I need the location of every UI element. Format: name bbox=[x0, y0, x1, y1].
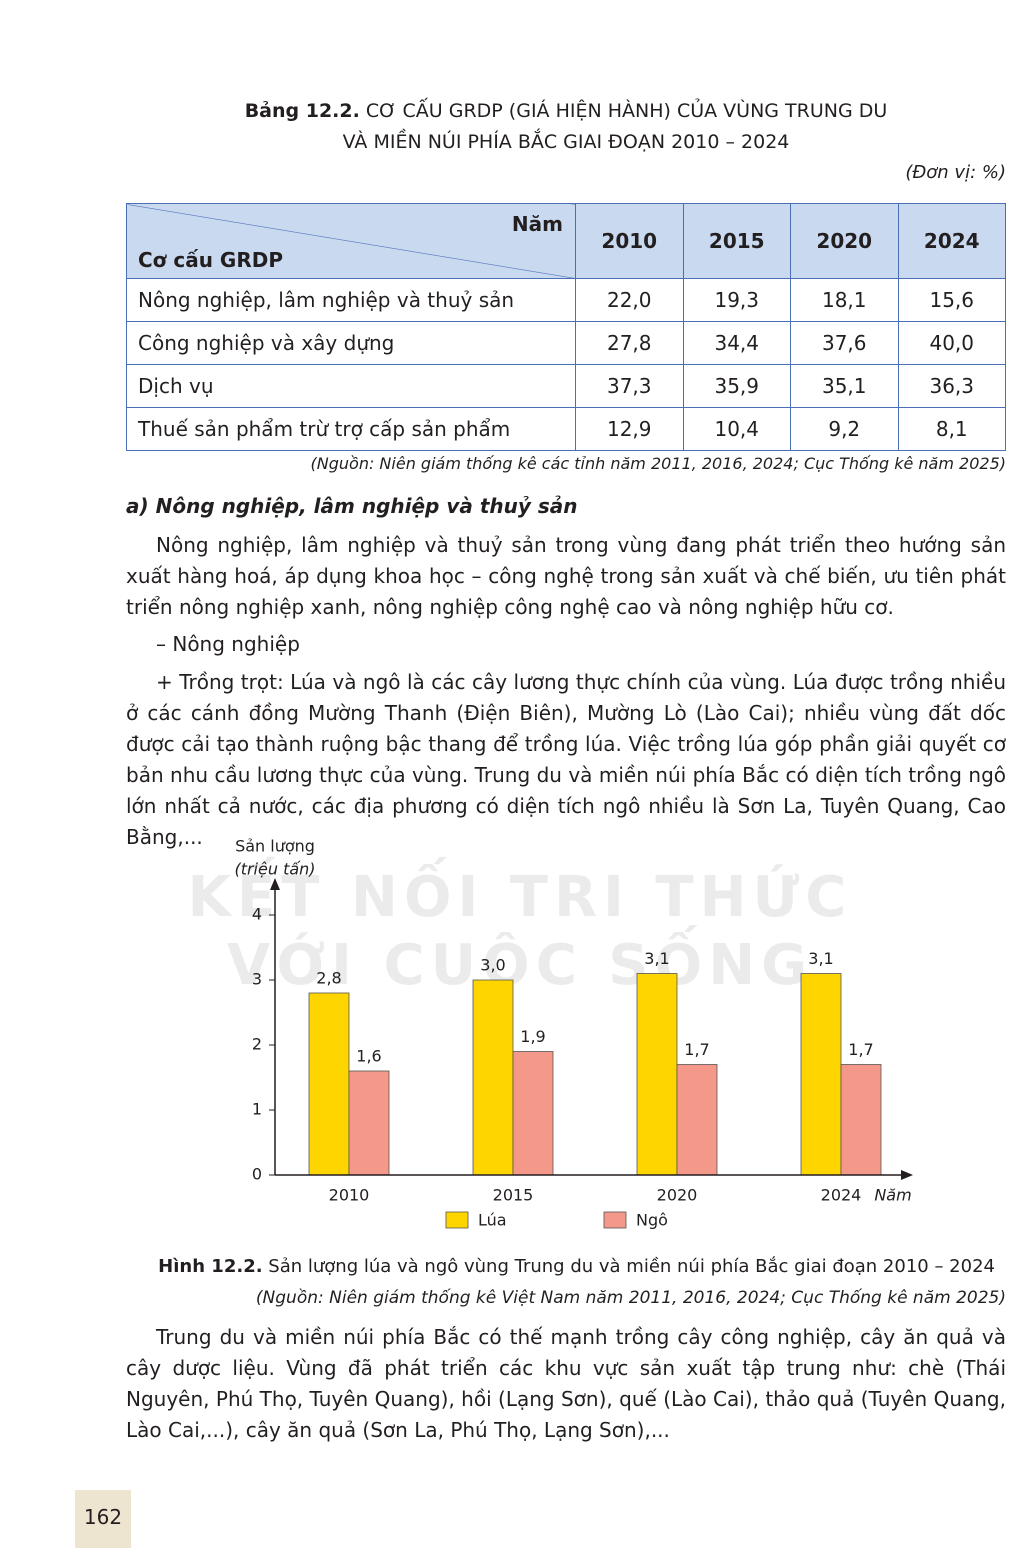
watermark: VỚI CUỘC SỐNG bbox=[226, 933, 814, 998]
value-label: 1,7 bbox=[684, 1040, 709, 1059]
bar bbox=[348, 1070, 390, 1176]
x-tick-label: 2020 bbox=[657, 1186, 698, 1205]
y-label: Sản lượng bbox=[235, 837, 315, 856]
column-header: 2020 bbox=[790, 203, 899, 279]
table-cell: 37,3 bbox=[575, 364, 684, 408]
bar bbox=[512, 1051, 554, 1176]
y-tick-label: 3 bbox=[252, 970, 262, 989]
table-cell: 22,0 bbox=[575, 278, 684, 322]
column-header: 2024 bbox=[897, 203, 1006, 279]
corner-cell: Năm Cơ cấu GRDP bbox=[126, 203, 576, 279]
column-header: 2010 bbox=[575, 203, 684, 279]
value-label: 3,1 bbox=[644, 949, 669, 968]
table-cell: 27,8 bbox=[575, 321, 684, 365]
legend-label: Ngô bbox=[636, 1211, 668, 1230]
value-label: 3,1 bbox=[808, 949, 833, 968]
row-label: Dịch vụ bbox=[126, 364, 576, 408]
y-tick-label: 0 bbox=[252, 1165, 262, 1184]
value-label: 1,9 bbox=[520, 1027, 545, 1046]
y-tick-label: 2 bbox=[252, 1035, 262, 1054]
table-source: (Nguồn: Niên giám thống kê các tỉnh năm … bbox=[310, 454, 1006, 473]
corner-bottom: Cơ cấu GRDP bbox=[138, 248, 284, 272]
table-cell: 35,1 bbox=[790, 364, 899, 408]
legend-label: Lúa bbox=[478, 1211, 507, 1230]
unit: (Đơn vị: %) bbox=[905, 162, 1006, 183]
bar bbox=[800, 973, 842, 1176]
x-tick-label: 2010 bbox=[329, 1186, 370, 1205]
table-cell: 12,9 bbox=[575, 407, 684, 451]
figure-source: (Nguồn: Niên giám thống kê Việt Nam năm … bbox=[255, 1288, 1006, 1308]
table-row: Công nghiệp và xây dựng 27,8 34,4 37,6 40,0 bbox=[126, 321, 1006, 365]
figure-label: Hình 12.2. bbox=[158, 1256, 263, 1277]
paragraph: – Nông nghiệp bbox=[156, 632, 300, 656]
table-cell: 19,3 bbox=[682, 278, 791, 322]
value-label: 2,8 bbox=[316, 969, 341, 988]
page-number: 162 bbox=[75, 1490, 131, 1548]
y-arrow bbox=[270, 878, 280, 890]
table-row: Dịch vụ 37,3 35,9 35,1 36,3 bbox=[126, 364, 1006, 408]
y-unit: (triệu tấn) bbox=[234, 860, 315, 879]
table-cell: 34,4 bbox=[682, 321, 791, 365]
table-cell: 36,3 bbox=[897, 364, 1006, 408]
paragraph: Trung du và miền núi phía Bắc có thế mạn… bbox=[126, 1325, 1006, 1442]
table-caption: Bảng 12.2. CƠ CẤU GRDP (GIÁ HIỆN HÀNH) C… bbox=[126, 96, 1006, 158]
bar bbox=[676, 1064, 718, 1176]
paragraph: + Trồng trọt: Lúa và ngô là các cây lươn… bbox=[126, 670, 1006, 849]
value-label: 1,7 bbox=[848, 1040, 873, 1059]
table-cell: 15,6 bbox=[897, 278, 1006, 322]
y-tick-label: 4 bbox=[252, 905, 262, 924]
row-label: Thuế sản phẩm trừ trợ cấp sản phẩm bbox=[126, 407, 576, 451]
bar bbox=[472, 979, 514, 1176]
table-cell: 10,4 bbox=[682, 407, 791, 451]
legend-swatch bbox=[445, 1211, 469, 1229]
caption-label: Bảng 12.2. bbox=[244, 100, 360, 122]
caption-line: CƠ CẤU GRDP (GIÁ HIỆN HÀNH) CỦA VÙNG TRU… bbox=[365, 100, 888, 122]
table-cell: 18,1 bbox=[790, 278, 899, 322]
figure-text: Sản lượng lúa và ngô vùng Trung du và mi… bbox=[268, 1256, 995, 1277]
paragraph: Nông nghiệp, lâm nghiệp và thuỷ sản tron… bbox=[126, 533, 1006, 619]
column-header: 2015 bbox=[682, 203, 791, 279]
table-row: Nông nghiệp, lâm nghiệp và thuỷ sản 22,0 1… bbox=[126, 278, 1006, 322]
row-label: Nông nghiệp, lâm nghiệp và thuỷ sản bbox=[126, 278, 576, 322]
table-cell: 9,2 bbox=[790, 407, 899, 451]
bar bbox=[308, 992, 350, 1176]
bar bbox=[840, 1064, 882, 1176]
table-row: Thuế sản phẩm trừ trợ cấp sản phẩm 12,9 10… bbox=[126, 407, 1006, 451]
value-label: 3,0 bbox=[480, 956, 505, 975]
figure-caption: Hình 12.2. Sản lượng lúa và ngô vùng Tru… bbox=[0, 1256, 995, 1277]
bar bbox=[636, 973, 678, 1176]
x-tick-label: 2015 bbox=[493, 1186, 534, 1205]
caption-line: VÀ MIỀN NÚI PHÍA BẮC GIAI ĐOẠN 2010 – 20… bbox=[342, 131, 790, 153]
table-cell: 37,6 bbox=[790, 321, 899, 365]
chart: Sản lượng (triệu tấn) Năm 0 1 2 3 4 2010 2,8 1,… bbox=[234, 837, 913, 1230]
row-label: Công nghiệp và xây dựng bbox=[126, 321, 576, 365]
watermark: KẾT NỐI TRI THỨC bbox=[187, 865, 853, 930]
table-cell: 8,1 bbox=[897, 407, 1006, 451]
x-tick-label: 2024 bbox=[821, 1186, 862, 1205]
corner-top: Năm bbox=[511, 212, 563, 236]
x-label: Năm bbox=[874, 1186, 911, 1205]
section-heading: a) Nông nghiệp, lâm nghiệp và thuỷ sản bbox=[126, 494, 578, 518]
table-cell: 35,9 bbox=[682, 364, 791, 408]
y-tick-label: 1 bbox=[252, 1100, 262, 1119]
table-cell: 40,0 bbox=[897, 321, 1006, 365]
table: Năm Cơ cấu GRDP 2010 2015 2020 2024 Nông nghi… bbox=[126, 203, 1006, 451]
legend-swatch bbox=[603, 1211, 627, 1229]
x-arrow bbox=[901, 1170, 913, 1180]
value-label: 1,6 bbox=[356, 1047, 381, 1066]
